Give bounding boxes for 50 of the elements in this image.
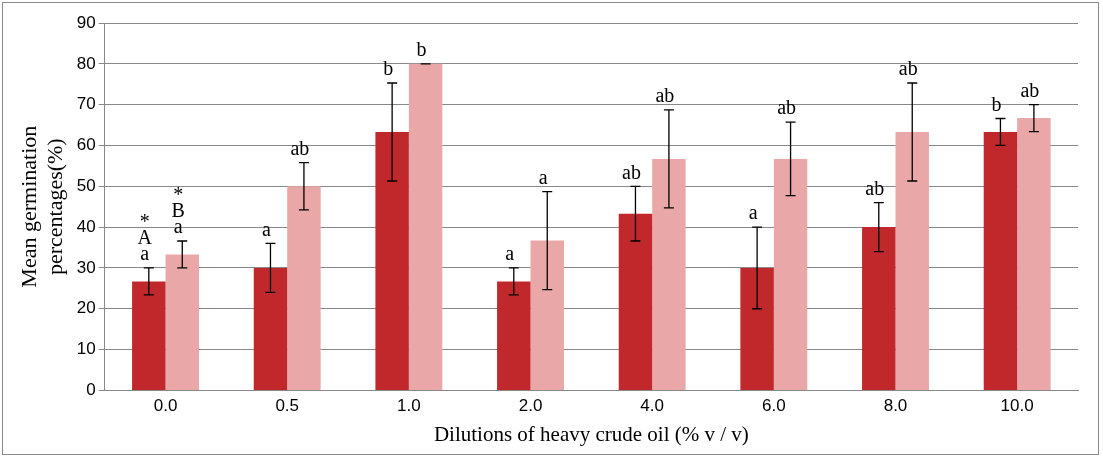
bar — [895, 132, 929, 390]
bar — [740, 267, 774, 390]
annotation: b — [416, 38, 427, 61]
annotation: ab — [898, 57, 918, 80]
bar — [287, 186, 321, 390]
x-tick-label: 8.0 — [883, 396, 908, 416]
x-axis-title: Dilutions of heavy crude oil (% v / v) — [433, 421, 749, 446]
bar — [132, 281, 166, 390]
bar — [1017, 118, 1051, 390]
bar — [618, 213, 653, 390]
x-tick-label: 0.0 — [153, 396, 178, 416]
x-tick-label: 6.0 — [762, 396, 786, 416]
y-tick-label: 50 — [76, 175, 96, 195]
bar — [983, 132, 1018, 390]
x-tick-label: 0.5 — [275, 396, 300, 416]
y-tick-label: 80 — [76, 53, 96, 73]
bar — [165, 254, 199, 390]
bar — [408, 63, 443, 390]
y-tick-label: 60 — [76, 135, 96, 155]
x-tick-label: 4.0 — [640, 396, 665, 416]
annotation: ab — [290, 136, 310, 159]
annotation: ab — [622, 160, 641, 183]
bar — [652, 158, 686, 390]
bar — [530, 240, 564, 390]
bar — [375, 132, 409, 390]
bar — [253, 267, 288, 390]
annotation: ab — [777, 96, 797, 119]
annotation: a — [505, 242, 515, 265]
y-tick-label: 10 — [76, 339, 96, 359]
y-tick-label: 20 — [76, 298, 96, 318]
x-tick-label: 10.0 — [1000, 396, 1034, 416]
annotation: ab — [1020, 78, 1040, 101]
y-tick-label: 90 — [76, 12, 96, 32]
annotation: a — [538, 165, 548, 188]
annotation: b — [991, 92, 1002, 115]
x-tick-label: 1.0 — [397, 396, 421, 416]
y-tick-label: 40 — [76, 216, 96, 236]
annotation: ab — [865, 176, 885, 199]
bar — [862, 227, 896, 390]
annotation: ab — [655, 84, 675, 107]
y-tick-label: 0 — [86, 380, 96, 400]
y-tick-label: 70 — [76, 94, 96, 114]
annotation: b — [383, 57, 394, 80]
y-tick-label: 30 — [76, 257, 96, 277]
annotation: a — [748, 201, 758, 224]
bar — [773, 158, 808, 390]
x-tick-label: 2.0 — [518, 396, 543, 416]
bar — [497, 281, 531, 390]
y-axis-title: Mean germination percentages(%) — [15, 125, 68, 288]
annotation: a — [262, 217, 272, 240]
